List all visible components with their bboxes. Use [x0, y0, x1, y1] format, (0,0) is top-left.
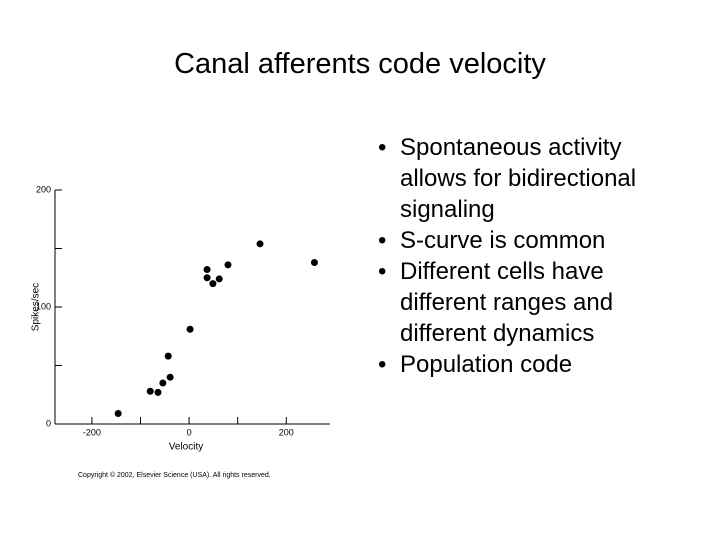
point: [146, 387, 154, 395]
slide-title: Canal afferents code velocity: [174, 48, 546, 80]
point: [186, 325, 194, 333]
bullet: Spontaneous activity allows for bidirect…: [372, 132, 692, 225]
y-tick-label: 200: [36, 184, 51, 194]
bullet-list: Spontaneous activity allows for bidirect…: [372, 132, 692, 380]
bullet: Different cells have different ranges an…: [372, 256, 692, 349]
chart: 0 100 200 -200 0 200 Velocity Spikes/sec Copyrig…: [31, 184, 330, 479]
point: [159, 379, 167, 387]
x-tick-label: -200: [83, 427, 101, 437]
point: [166, 373, 174, 381]
bullet: Population code: [372, 349, 692, 380]
point: [215, 275, 223, 283]
point: [209, 280, 217, 288]
x-tick-label: 200: [279, 427, 294, 437]
bullet: S-curve is common: [372, 225, 692, 256]
y-tick-label: 100: [36, 301, 51, 311]
point: [164, 352, 172, 360]
point: [224, 261, 232, 269]
point: [114, 409, 122, 417]
y-tick-label: 0: [46, 418, 51, 428]
caption: Copyright © 2002, Elsevier Science (USA)…: [78, 471, 271, 479]
point: [154, 388, 162, 396]
point: [203, 266, 211, 274]
x-tick-label: 0: [187, 427, 192, 437]
point: [203, 274, 211, 282]
y-axis-label: Spikes/sec: [31, 283, 42, 331]
point: [256, 240, 264, 248]
x-axis-label: Velocity: [169, 442, 203, 453]
point: [310, 259, 318, 267]
